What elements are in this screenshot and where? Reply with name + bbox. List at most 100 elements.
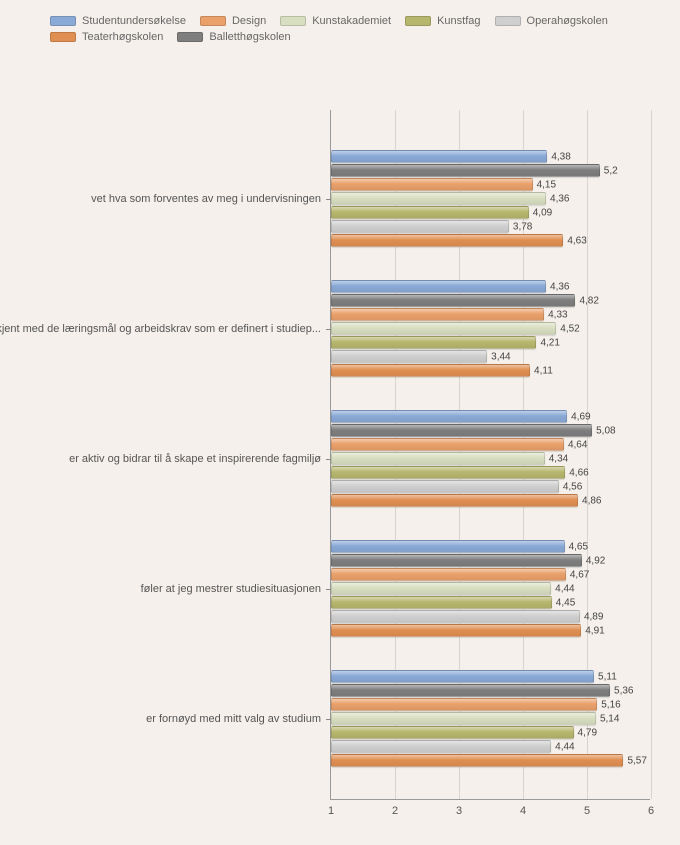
category-group: er kjent med de læringsmål og arbeidskra…	[331, 280, 650, 378]
bar-value-label: 5,57	[623, 755, 646, 766]
bar-value-label: 4,15	[533, 179, 556, 190]
bar-kunstakademiet: 4,36	[331, 192, 546, 205]
bar-value-label: 4,45	[552, 597, 575, 608]
bar-kunstakademiet: 4,52	[331, 322, 556, 335]
bar-value-label: 5,16	[597, 699, 620, 710]
plot-area: 123456vet hva som forventes av meg i und…	[330, 110, 650, 800]
bar-value-label: 5,36	[610, 685, 633, 696]
x-tick-label: 4	[520, 805, 526, 817]
bar-operahogskolen: 4,89	[331, 610, 580, 623]
bar-teaterhogskolen: 4,91	[331, 624, 581, 637]
bar-value-label: 4,69	[567, 411, 590, 422]
bar-fill	[331, 754, 623, 767]
bar-value-label: 4,44	[551, 583, 574, 594]
legend-label: Operahøgskolen	[527, 15, 608, 27]
bar-fill	[331, 698, 597, 711]
bar-value-label: 4,56	[559, 481, 582, 492]
category-group: føler at jeg mestrer studiesituasjonen4,…	[331, 540, 650, 638]
category-group: vet hva som forventes av meg i undervisn…	[331, 150, 650, 248]
bar-value-label: 5,08	[592, 425, 615, 436]
bar-fill	[331, 582, 551, 595]
legend-item-operahogskolen: Operahøgskolen	[495, 15, 608, 27]
bar-value-label: 4,34	[545, 453, 568, 464]
bar-design: 4,33	[331, 308, 544, 321]
bar-studentundersokelse: 4,69	[331, 410, 567, 423]
bar-design: 5,16	[331, 698, 597, 711]
bar-fill	[331, 350, 487, 363]
bar-value-label: 4,63	[563, 235, 586, 246]
bar-value-label: 4,67	[566, 569, 589, 580]
category-label: føler at jeg mestrer studiesituasjonen	[141, 583, 331, 595]
bar-operahogskolen: 4,56	[331, 480, 559, 493]
bar-value-label: 4,21	[536, 337, 559, 348]
legend-label: Studentundersøkelse	[82, 15, 186, 27]
bar-design: 4,64	[331, 438, 564, 451]
legend-item-design: Design	[200, 15, 266, 27]
bar-value-label: 4,09	[529, 207, 552, 218]
legend-swatch	[50, 16, 76, 26]
bar-fill	[331, 466, 565, 479]
bar-value-label: 4,86	[578, 495, 601, 506]
legend-swatch	[177, 32, 203, 42]
bar-value-label: 4,65	[565, 541, 588, 552]
bar-fill	[331, 624, 581, 637]
bar-fill	[331, 164, 600, 177]
bar-fill	[331, 322, 556, 335]
legend-item-studentundersokelse: Studentundersøkelse	[50, 15, 186, 27]
bar-fill	[331, 150, 547, 163]
legend-swatch	[495, 16, 521, 26]
bar-teaterhogskolen: 5,57	[331, 754, 623, 767]
bar-studentundersokelse: 5,11	[331, 670, 594, 683]
bar-balletthogskolen: 4,92	[331, 554, 582, 567]
bar-teaterhogskolen: 4,11	[331, 364, 530, 377]
bar-value-label: 4,36	[546, 281, 569, 292]
bar-studentundersokelse: 4,36	[331, 280, 546, 293]
category-label: vet hva som forventes av meg i undervisn…	[91, 193, 331, 205]
bar-design: 4,15	[331, 178, 533, 191]
bar-fill	[331, 410, 567, 423]
legend-label: Teaterhøgskolen	[82, 31, 163, 43]
bar-fill	[331, 336, 536, 349]
bar-fill	[331, 494, 578, 507]
bar-operahogskolen: 3,78	[331, 220, 509, 233]
bar-value-label: 4,91	[581, 625, 604, 636]
bar-design: 4,67	[331, 568, 566, 581]
bar-fill	[331, 364, 530, 377]
legend-swatch	[280, 16, 306, 26]
bar-fill	[331, 452, 545, 465]
bar-fill	[331, 234, 563, 247]
bar-fill	[331, 568, 566, 581]
bar-kunstakademiet: 5,14	[331, 712, 596, 725]
bar-value-label: 4,36	[546, 193, 569, 204]
bar-fill	[331, 294, 575, 307]
bar-studentundersokelse: 4,65	[331, 540, 565, 553]
category-label: er aktiv og bidrar til å skape et inspir…	[69, 453, 331, 465]
category-group: er fornøyd med mitt valg av studium5,115…	[331, 670, 650, 768]
legend-label: Design	[232, 15, 266, 27]
bar-fill	[331, 540, 565, 553]
legend-swatch	[200, 16, 226, 26]
bar-studentundersokelse: 4,38	[331, 150, 547, 163]
category-label: er kjent med de læringsmål og arbeidskra…	[0, 323, 331, 335]
legend-swatch	[50, 32, 76, 42]
bar-balletthogskolen: 5,08	[331, 424, 592, 437]
bar-fill	[331, 308, 544, 321]
bar-value-label: 3,44	[487, 351, 510, 362]
bar-value-label: 4,11	[530, 365, 553, 376]
legend-swatch	[405, 16, 431, 26]
bar-kunstfag: 4,79	[331, 726, 574, 739]
legend-label: Balletthøgskolen	[209, 31, 290, 43]
grid-line	[651, 110, 652, 799]
bar-teaterhogskolen: 4,63	[331, 234, 563, 247]
bar-fill	[331, 554, 582, 567]
bar-fill	[331, 206, 529, 219]
x-tick-label: 6	[648, 805, 654, 817]
legend-label: Kunstfag	[437, 15, 480, 27]
bar-kunstfag: 4,09	[331, 206, 529, 219]
bar-value-label: 5,2	[600, 165, 618, 176]
category-group: er aktiv og bidrar til å skape et inspir…	[331, 410, 650, 508]
legend-item-balletthogskolen: Balletthøgskolen	[177, 31, 290, 43]
bar-fill	[331, 726, 574, 739]
x-tick-label: 5	[584, 805, 590, 817]
bar-value-label: 5,14	[596, 713, 619, 724]
